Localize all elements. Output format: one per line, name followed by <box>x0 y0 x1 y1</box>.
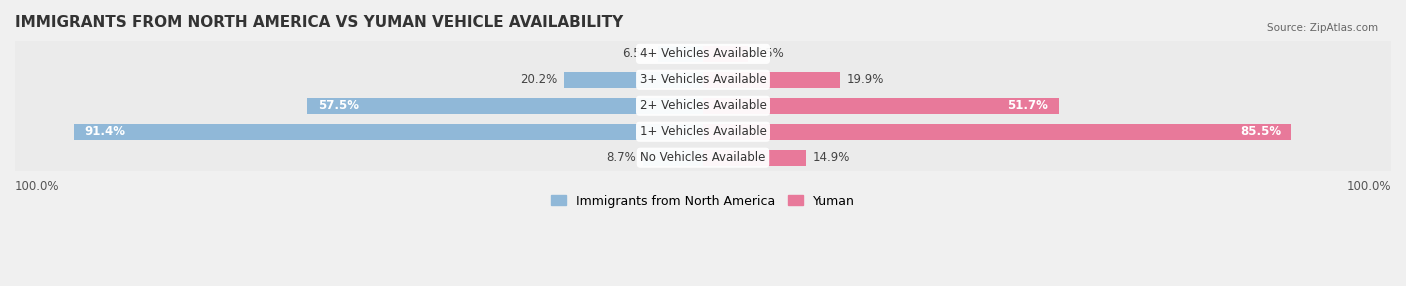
Bar <box>75 124 703 140</box>
Bar <box>703 124 1291 140</box>
Text: 100.0%: 100.0% <box>15 180 59 193</box>
Text: 100.0%: 100.0% <box>1347 180 1391 193</box>
Text: 19.9%: 19.9% <box>846 73 884 86</box>
Bar <box>703 46 748 62</box>
Bar <box>658 46 703 62</box>
Text: 8.7%: 8.7% <box>606 151 637 164</box>
Bar <box>703 150 806 166</box>
Bar <box>15 145 1391 171</box>
Bar <box>15 41 1391 67</box>
Bar <box>643 150 703 166</box>
Text: No Vehicles Available: No Vehicles Available <box>640 151 766 164</box>
Bar <box>15 67 1391 93</box>
Bar <box>15 93 1391 119</box>
Text: 1+ Vehicles Available: 1+ Vehicles Available <box>640 125 766 138</box>
Bar <box>564 72 703 88</box>
Text: 6.5%: 6.5% <box>755 47 785 60</box>
Text: IMMIGRANTS FROM NORTH AMERICA VS YUMAN VEHICLE AVAILABILITY: IMMIGRANTS FROM NORTH AMERICA VS YUMAN V… <box>15 15 623 30</box>
Text: 51.7%: 51.7% <box>1008 99 1049 112</box>
Bar <box>308 98 703 114</box>
Text: 4+ Vehicles Available: 4+ Vehicles Available <box>640 47 766 60</box>
Text: Source: ZipAtlas.com: Source: ZipAtlas.com <box>1267 23 1378 33</box>
Text: 6.5%: 6.5% <box>621 47 651 60</box>
Text: 20.2%: 20.2% <box>520 73 557 86</box>
Legend: Immigrants from North America, Yuman: Immigrants from North America, Yuman <box>546 188 860 214</box>
Text: 91.4%: 91.4% <box>84 125 125 138</box>
Text: 57.5%: 57.5% <box>318 99 359 112</box>
Bar <box>15 119 1391 145</box>
Text: 85.5%: 85.5% <box>1240 125 1281 138</box>
Bar <box>703 72 839 88</box>
Text: 2+ Vehicles Available: 2+ Vehicles Available <box>640 99 766 112</box>
Bar <box>703 98 1059 114</box>
Text: 14.9%: 14.9% <box>813 151 849 164</box>
Text: 3+ Vehicles Available: 3+ Vehicles Available <box>640 73 766 86</box>
